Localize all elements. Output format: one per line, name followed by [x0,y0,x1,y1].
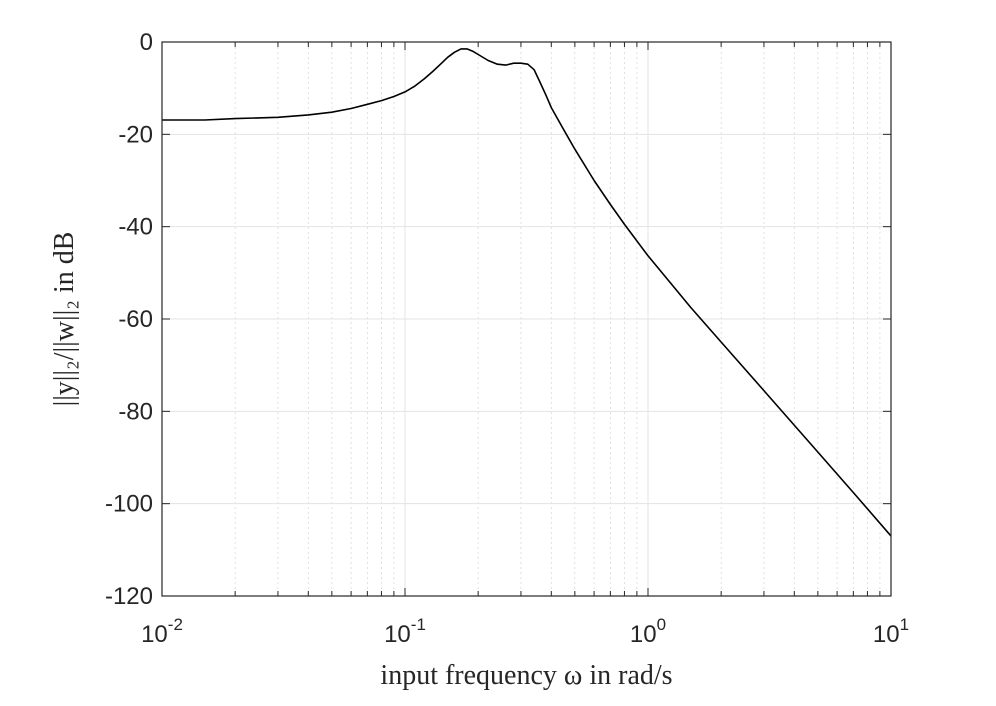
x-tick-label: 101 [873,615,909,648]
y-tick-label: -120 [105,583,153,610]
x-axis-label: input frequency ω in rad/s [380,660,672,691]
labels-layer: 10-2 10-1 100 101 0 -20 -40 -60 -80 -100 -120 [105,29,909,648]
x-tick-label: 100 [630,615,666,648]
y-tick-label: 0 [140,29,153,56]
y-tick-label: -20 [118,121,153,148]
grid-layer [161,41,892,597]
x-tick-label: 10-2 [141,615,183,648]
series-layer [162,48,892,537]
y-tick-label: -80 [118,398,153,425]
ticks-layer [161,41,892,597]
y-tick-label: -60 [118,306,153,333]
y-axis-label: ||y||₂/||w||₂ in dB [49,232,80,407]
y-tick-label: -100 [105,491,153,518]
x-tick-label: 10-1 [384,615,426,648]
y-tick-label: -40 [118,214,153,241]
magnitude-series-line [162,48,892,537]
